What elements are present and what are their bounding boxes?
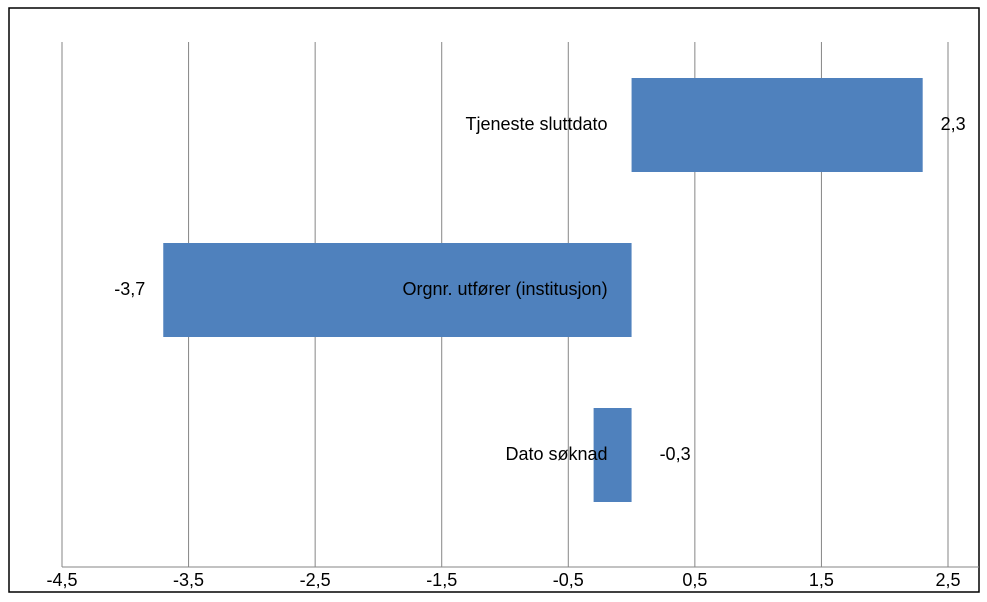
x-tick-label: -4,5 — [46, 570, 77, 590]
x-tick-label: -2,5 — [300, 570, 331, 590]
value-label: -3,7 — [114, 279, 145, 299]
x-tick-label: 2,5 — [935, 570, 960, 590]
x-tick-label: -1,5 — [426, 570, 457, 590]
x-tick-label: -0,5 — [553, 570, 584, 590]
bar — [163, 243, 632, 337]
category-label: Orgnr. utfører (institusjon) — [403, 279, 608, 299]
value-label: 2,3 — [941, 114, 966, 134]
bar — [593, 408, 632, 502]
value-label: -0,3 — [660, 444, 691, 464]
x-tick-label: 1,5 — [809, 570, 834, 590]
category-label: Dato søknad — [506, 444, 608, 464]
category-label: Tjeneste sluttdato — [465, 114, 607, 134]
x-tick-label: -3,5 — [173, 570, 204, 590]
bar — [631, 78, 923, 172]
x-tick-label: 0,5 — [682, 570, 707, 590]
